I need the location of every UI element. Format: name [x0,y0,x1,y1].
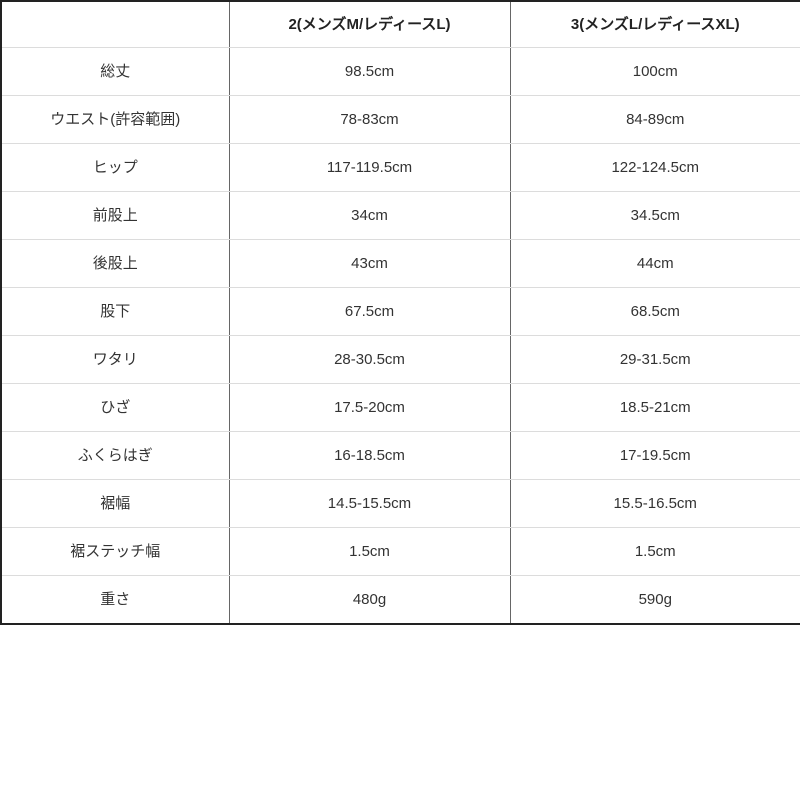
cell-size3: 84-89cm [509,95,800,144]
cell-size3: 1.5cm [509,527,800,576]
cell-size2: 17.5-20cm [228,383,511,432]
cell-size2: 480g [228,575,511,625]
row-label: ヒップ [0,143,230,192]
header-row: 2(メンズM/レディースL) 3(メンズL/レディースXL) [0,0,800,48]
cell-size2: 67.5cm [228,287,511,336]
cell-size2: 43cm [228,239,511,288]
row-label: 後股上 [0,239,230,288]
table-row: 重さ 480g 590g [0,575,800,625]
header-cell-size3: 3(メンズL/レディースXL) [509,0,800,48]
cell-size2: 14.5-15.5cm [228,479,511,528]
row-label: ウエスト(許容範囲) [0,95,230,144]
row-label: 裾ステッチ幅 [0,527,230,576]
table-row: ひざ 17.5-20cm 18.5-21cm [0,383,800,432]
table-row: 裾幅 14.5-15.5cm 15.5-16.5cm [0,479,800,528]
row-label: 股下 [0,287,230,336]
table-row: ふくらはぎ 16-18.5cm 17-19.5cm [0,431,800,480]
cell-size3: 29-31.5cm [509,335,800,384]
row-label: ふくらはぎ [0,431,230,480]
cell-size3: 122-124.5cm [509,143,800,192]
cell-size2: 34cm [228,191,511,240]
header-cell-size2: 2(メンズM/レディースL) [228,0,511,48]
size-chart-body: 総丈 98.5cm 100cm ウエスト(許容範囲) 78-83cm 84-89… [0,47,800,625]
cell-size3: 44cm [509,239,800,288]
size-chart-header: 2(メンズM/レディースL) 3(メンズL/レディースXL) [0,0,800,48]
header-cell-blank [0,0,230,48]
table-row: 裾ステッチ幅 1.5cm 1.5cm [0,527,800,576]
cell-size2: 78-83cm [228,95,511,144]
table-row: ワタリ 28-30.5cm 29-31.5cm [0,335,800,384]
row-label: ひざ [0,383,230,432]
table-row: 総丈 98.5cm 100cm [0,47,800,96]
table-row: ウエスト(許容範囲) 78-83cm 84-89cm [0,95,800,144]
cell-size3: 15.5-16.5cm [509,479,800,528]
cell-size2: 117-119.5cm [228,143,511,192]
table-row: 股下 67.5cm 68.5cm [0,287,800,336]
cell-size2: 16-18.5cm [228,431,511,480]
table-row: 後股上 43cm 44cm [0,239,800,288]
cell-size3: 18.5-21cm [509,383,800,432]
cell-size3: 590g [509,575,800,625]
cell-size3: 34.5cm [509,191,800,240]
cell-size3: 68.5cm [509,287,800,336]
table-row: ヒップ 117-119.5cm 122-124.5cm [0,143,800,192]
row-label: 裾幅 [0,479,230,528]
cell-size2: 1.5cm [228,527,511,576]
cell-size2: 28-30.5cm [228,335,511,384]
cell-size3: 100cm [509,47,800,96]
cell-size2: 98.5cm [228,47,511,96]
row-label: 重さ [0,575,230,625]
row-label: ワタリ [0,335,230,384]
cell-size3: 17-19.5cm [509,431,800,480]
row-label: 前股上 [0,191,230,240]
size-chart-table: 2(メンズM/レディースL) 3(メンズL/レディースXL) 総丈 98.5cm… [0,0,800,625]
row-label: 総丈 [0,47,230,96]
table-row: 前股上 34cm 34.5cm [0,191,800,240]
